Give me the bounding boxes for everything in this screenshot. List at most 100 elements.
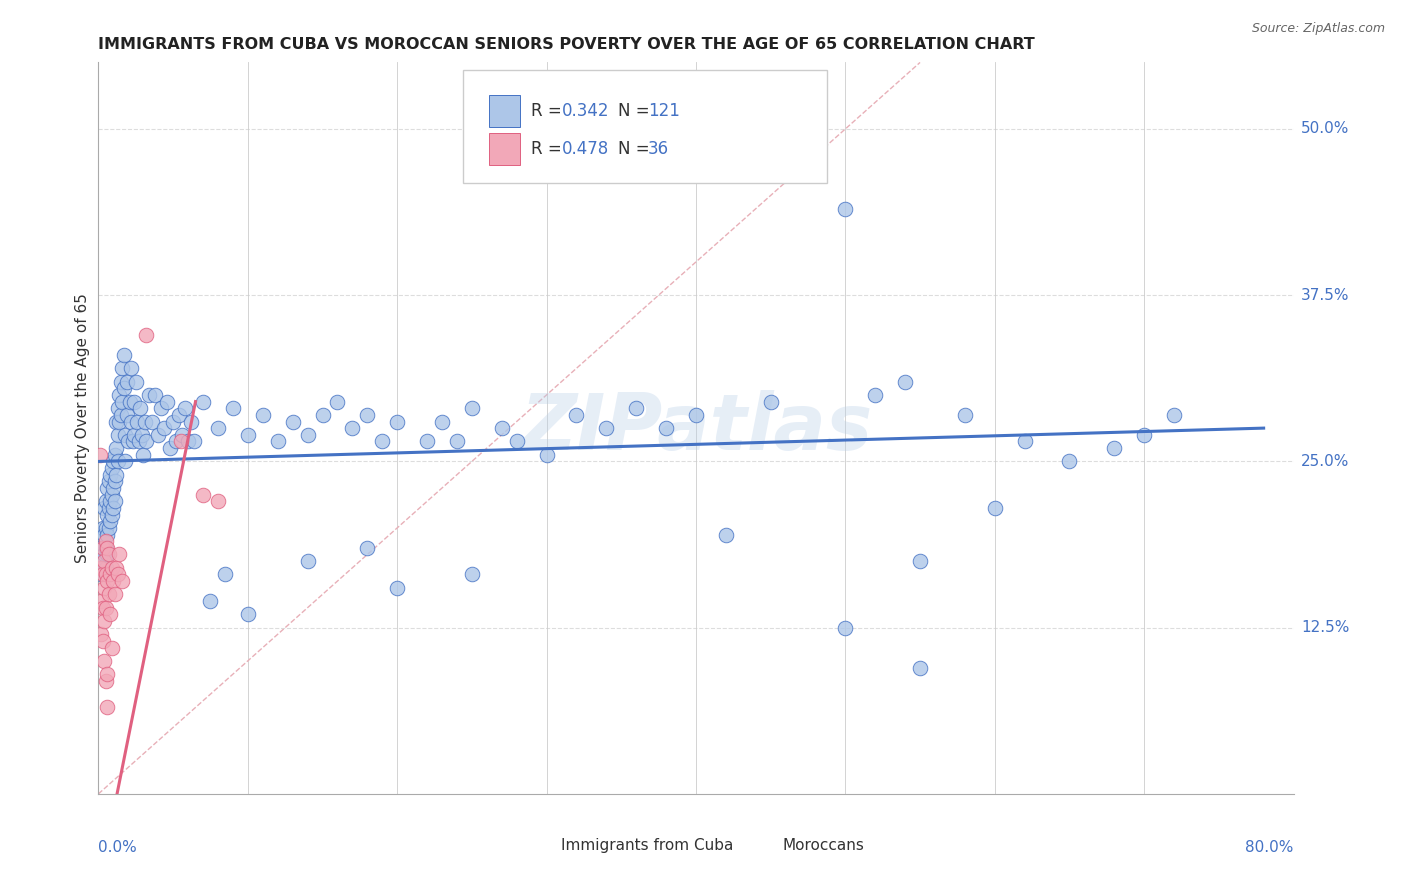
Point: [91, 634, 114, 648]
Point: [94, 567, 117, 582]
Point: [153, 421, 176, 435]
Point: [90, 567, 112, 582]
Text: 0.0%: 0.0%: [98, 840, 138, 855]
FancyBboxPatch shape: [529, 826, 555, 849]
Point: [506, 434, 529, 449]
Point: [159, 441, 181, 455]
Point: [174, 401, 197, 416]
Point: [114, 454, 136, 468]
Point: [143, 388, 166, 402]
Point: [103, 454, 125, 468]
Point: [565, 408, 588, 422]
Text: R =: R =: [531, 102, 567, 120]
Point: [89, 541, 111, 555]
Point: [105, 561, 128, 575]
Point: [385, 415, 409, 429]
Point: [91, 600, 114, 615]
Point: [101, 508, 124, 522]
Point: [112, 348, 135, 362]
Point: [127, 415, 149, 429]
Point: [105, 467, 128, 482]
Point: [96, 574, 118, 588]
Point: [953, 408, 976, 422]
FancyBboxPatch shape: [749, 826, 776, 849]
Point: [107, 427, 129, 442]
Point: [297, 554, 319, 568]
Point: [759, 394, 782, 409]
Point: [162, 415, 184, 429]
Point: [111, 394, 134, 409]
Point: [908, 660, 931, 674]
Point: [214, 567, 236, 582]
Point: [125, 375, 148, 389]
Y-axis label: Seniors Poverty Over the Age of 65: Seniors Poverty Over the Age of 65: [75, 293, 90, 563]
FancyBboxPatch shape: [489, 95, 520, 127]
Point: [93, 554, 115, 568]
Point: [148, 427, 170, 442]
Point: [101, 561, 124, 575]
Point: [191, 488, 214, 502]
Point: [207, 494, 229, 508]
Point: [98, 494, 122, 508]
Point: [108, 548, 131, 562]
Text: 25.0%: 25.0%: [1301, 454, 1350, 469]
Point: [252, 408, 274, 422]
Text: N =: N =: [619, 102, 655, 120]
Point: [108, 388, 131, 402]
Point: [129, 401, 152, 416]
Point: [103, 500, 125, 515]
Text: N =: N =: [619, 140, 655, 158]
Point: [98, 567, 122, 582]
Point: [90, 594, 112, 608]
Point: [120, 361, 142, 376]
Point: [236, 607, 259, 622]
Point: [984, 500, 1007, 515]
Point: [172, 427, 194, 442]
Point: [115, 375, 138, 389]
Point: [311, 408, 333, 422]
Point: [107, 454, 129, 468]
Point: [104, 448, 127, 462]
Point: [111, 574, 134, 588]
Point: [111, 361, 134, 376]
Point: [491, 421, 513, 435]
Point: [94, 494, 117, 508]
Point: [107, 567, 129, 582]
Point: [1014, 434, 1036, 449]
Point: [446, 434, 468, 449]
Point: [101, 640, 124, 655]
Point: [416, 434, 439, 449]
Point: [169, 434, 191, 449]
Text: 12.5%: 12.5%: [1301, 620, 1350, 635]
Point: [97, 548, 120, 562]
Point: [267, 434, 290, 449]
Point: [714, 527, 737, 541]
Point: [536, 448, 558, 462]
Point: [356, 408, 378, 422]
Point: [107, 401, 129, 416]
Point: [121, 434, 143, 449]
Point: [108, 415, 131, 429]
Point: [124, 394, 146, 409]
Point: [94, 521, 117, 535]
Point: [91, 541, 114, 555]
Point: [461, 567, 484, 582]
Text: 0.478: 0.478: [562, 140, 609, 158]
Text: 121: 121: [648, 102, 681, 120]
Point: [626, 401, 648, 416]
Point: [93, 527, 115, 541]
Text: 0.342: 0.342: [562, 102, 610, 120]
Point: [135, 434, 157, 449]
Point: [94, 600, 117, 615]
Text: IMMIGRANTS FROM CUBA VS MOROCCAN SENIORS POVERTY OVER THE AGE OF 65 CORRELATION : IMMIGRANTS FROM CUBA VS MOROCCAN SENIORS…: [98, 37, 1035, 52]
Point: [96, 700, 118, 714]
Point: [90, 561, 112, 575]
Text: Immigrants from Cuba: Immigrants from Cuba: [561, 838, 734, 853]
Point: [94, 534, 117, 549]
Point: [156, 394, 179, 409]
Point: [1163, 408, 1185, 422]
Point: [120, 415, 142, 429]
Point: [177, 434, 200, 449]
Point: [326, 394, 349, 409]
Point: [834, 202, 856, 216]
